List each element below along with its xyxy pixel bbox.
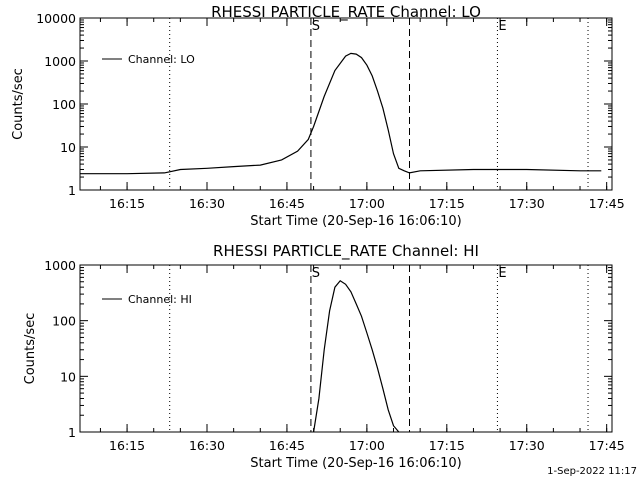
y-tick-label: 100	[52, 97, 76, 112]
y-tick-label: 10	[60, 140, 76, 155]
x-tick-label: 17:15	[429, 196, 465, 211]
series-line	[313, 280, 400, 433]
y-tick-label: 100	[52, 314, 76, 329]
x-axis-label: Start Time (20-Sep-16 16:06:10)	[250, 214, 461, 229]
chart-title: RHESSI PARTICLE_RATE Channel: LO	[211, 3, 481, 22]
x-tick-label: 17:30	[509, 196, 545, 211]
panel-hi: RHESSI PARTICLE_RATE Channel: HI 16:15 16:…	[23, 242, 625, 471]
x-axis-label: Start Time (20-Sep-16 16:06:10)	[250, 456, 461, 471]
x-tick-label: 16:30	[189, 438, 225, 453]
legend-label: Channel: HI	[128, 293, 192, 306]
y-tick-label: 10	[60, 369, 76, 384]
legend-label: Channel: LO	[128, 53, 195, 66]
marker-label: S	[312, 266, 320, 281]
x-tick-label: 17:45	[589, 438, 625, 453]
y-tick-label: 1000	[44, 258, 76, 273]
marker-label: E	[498, 19, 506, 34]
y-tick-label: 10000	[36, 11, 76, 26]
x-tick-label: 17:00	[349, 196, 385, 211]
plot-frame	[79, 264, 613, 433]
plot-frame	[79, 17, 613, 191]
marker-label: S	[312, 19, 320, 34]
x-tick-label: 16:45	[269, 196, 305, 211]
y-axis-label: Counts/sec	[23, 313, 38, 385]
panel-lo: RHESSI PARTICLE_RATE Channel: LO 16:15 16:…	[11, 3, 625, 229]
x-tick-label: 16:45	[269, 438, 305, 453]
x-tick-label: 17:15	[429, 438, 465, 453]
y-tick-label: 1000	[44, 54, 76, 69]
footer-timestamp: 1-Sep-2022 11:17	[547, 466, 637, 477]
y-tick-label: 1	[68, 425, 76, 440]
x-tick-label: 16:15	[109, 438, 145, 453]
y-tick-label: 1	[68, 183, 76, 198]
chart-title: RHESSI PARTICLE_RATE Channel: HI	[213, 242, 479, 261]
x-tick-label: 17:30	[509, 438, 545, 453]
x-tick-label: 17:45	[589, 196, 625, 211]
y-axis-label: Counts/sec	[11, 68, 26, 140]
marker-label: E	[498, 266, 506, 281]
x-tick-label: 16:15	[109, 196, 145, 211]
x-tick-label: 17:00	[349, 438, 385, 453]
x-tick-label: 16:30	[189, 196, 225, 211]
series-line	[80, 52, 602, 175]
